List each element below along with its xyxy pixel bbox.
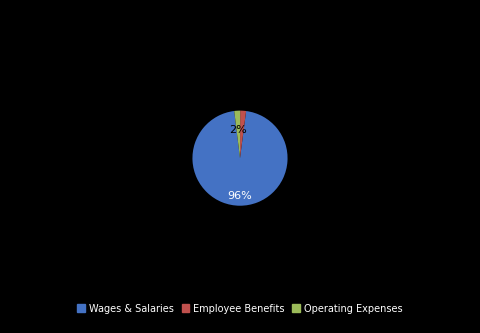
Wedge shape	[234, 111, 240, 158]
Wedge shape	[240, 111, 246, 158]
Legend: Wages & Salaries, Employee Benefits, Operating Expenses: Wages & Salaries, Employee Benefits, Ope…	[73, 300, 407, 317]
Text: 96%: 96%	[228, 191, 252, 201]
Text: 2%: 2%	[229, 125, 247, 135]
Wedge shape	[192, 111, 288, 206]
